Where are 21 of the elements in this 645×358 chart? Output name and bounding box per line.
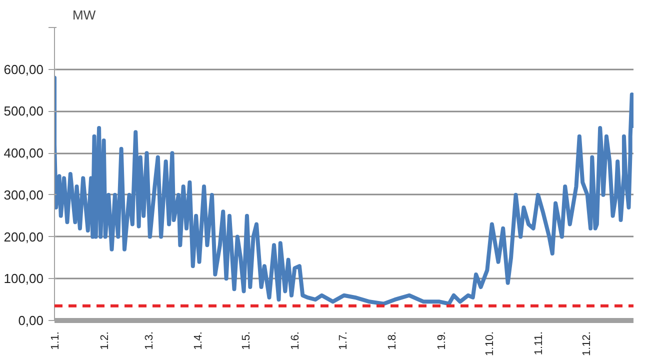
x-tick-label: 1.10. [484,331,496,356]
y-tick-label: 500,00 [4,104,44,119]
y-tick-label: 0,00 [18,313,44,328]
x-tick-label: 1.4. [192,331,205,350]
x-tick-label: 1.1. [50,331,62,350]
x-tick-label: 1.2. [98,331,111,350]
y-tick-label: 200,00 [4,229,44,244]
y-tick-label: 600,00 [4,62,44,77]
y-axis-title: MW [72,8,96,22]
x-tick-label: 1.9. [436,331,448,350]
x-tick-label: 1.12. [580,331,593,356]
y-tick-label: 100,00 [4,271,44,286]
x-tick-label: 1.8. [386,331,399,350]
x-tick-label: 1.7. [337,331,350,350]
x-tick-label: 1.11. [533,331,546,356]
x-tick-label: 1.6. [290,331,302,350]
y-tick-label: 400,00 [4,146,44,161]
y-tick-label: 300,00 [4,187,44,202]
x-tick-label: 1.3. [143,331,156,350]
x-tick-label: 1.5. [240,331,252,350]
line-series [54,76,634,306]
